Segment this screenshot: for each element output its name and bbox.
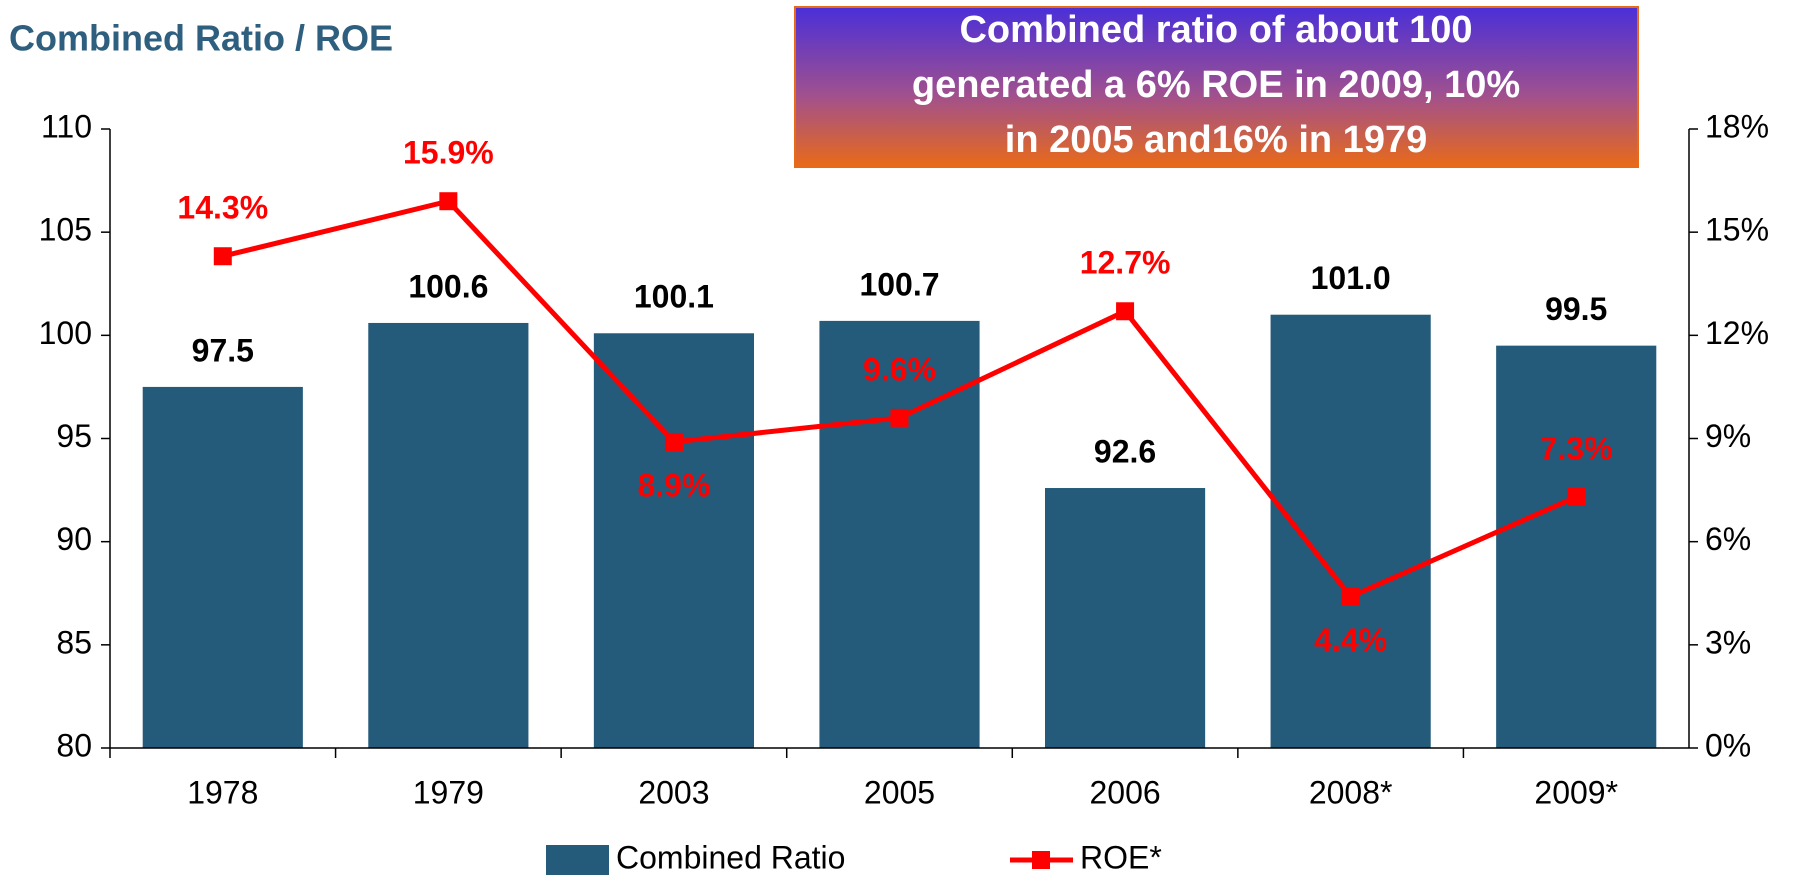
x-tick-label: 2005 xyxy=(864,774,935,810)
bar xyxy=(368,322,529,748)
line-marker xyxy=(1567,487,1586,506)
line-label: 7.3% xyxy=(1540,430,1613,466)
line-label: 12.7% xyxy=(1080,245,1171,281)
line-marker xyxy=(1116,302,1135,321)
bar xyxy=(1044,488,1206,748)
line-marker xyxy=(213,247,232,266)
x-tick-label: 2006 xyxy=(1089,774,1160,810)
y2-tick-label: 12% xyxy=(1705,315,1769,351)
x-tick-label: 1979 xyxy=(413,774,484,810)
bar-label: 97.5 xyxy=(192,332,254,368)
bar-label: 100.6 xyxy=(408,268,488,304)
x-tick-label: 2008* xyxy=(1309,774,1393,810)
y-tick-label: 85 xyxy=(56,624,92,660)
y2-tick-label: 15% xyxy=(1705,212,1769,248)
line-label: 4.4% xyxy=(1314,622,1387,658)
line-label: 14.3% xyxy=(177,190,268,226)
y2-tick-label: 3% xyxy=(1705,624,1751,660)
line-marker xyxy=(1341,587,1360,606)
x-tick-label: 2003 xyxy=(638,774,709,810)
line-label: 15.9% xyxy=(403,135,494,171)
y2-tick-label: 18% xyxy=(1705,108,1769,144)
x-tick-label: 1978 xyxy=(187,774,258,810)
y-tick-label: 110 xyxy=(41,108,92,144)
bar-label: 92.6 xyxy=(1094,433,1156,469)
y2-tick-label: 6% xyxy=(1705,521,1751,557)
y2-tick-label: 9% xyxy=(1705,418,1751,454)
legend-swatch xyxy=(1032,851,1050,869)
y-tick-label: 105 xyxy=(39,212,92,248)
line-marker xyxy=(664,432,683,451)
annotation: Combined ratio of about 100 xyxy=(959,9,1472,51)
line-marker xyxy=(890,408,909,427)
bar xyxy=(1270,314,1431,748)
bar-label: 101.0 xyxy=(1311,260,1391,296)
bar-label: 100.7 xyxy=(859,266,939,302)
bar xyxy=(1496,345,1657,748)
legend-label: Combined Ratio xyxy=(616,839,845,875)
y-tick-label: 90 xyxy=(56,521,92,557)
annotation: generated a 6% ROE in 2009, 10% xyxy=(912,64,1520,106)
line-marker xyxy=(439,192,458,211)
y2-tick-label: 0% xyxy=(1705,727,1751,763)
legend-label: ROE* xyxy=(1080,839,1162,875)
line-label: 8.9% xyxy=(637,467,710,503)
chart-title: Combined Ratio / ROE xyxy=(9,18,393,59)
bar xyxy=(593,333,755,748)
bar xyxy=(142,386,303,748)
annotation: in 2005 and16% in 1979 xyxy=(1005,119,1427,161)
y-tick-label: 100 xyxy=(39,315,92,351)
bar-label: 99.5 xyxy=(1545,291,1607,327)
line-label: 9.6% xyxy=(863,351,936,387)
annotation-box xyxy=(794,6,1639,168)
y-tick-label: 95 xyxy=(56,418,92,454)
x-tick-label: 2009* xyxy=(1534,774,1618,810)
y-tick-label: 80 xyxy=(56,727,92,763)
legend-swatch xyxy=(546,845,609,875)
bar-label: 100.1 xyxy=(634,279,714,315)
